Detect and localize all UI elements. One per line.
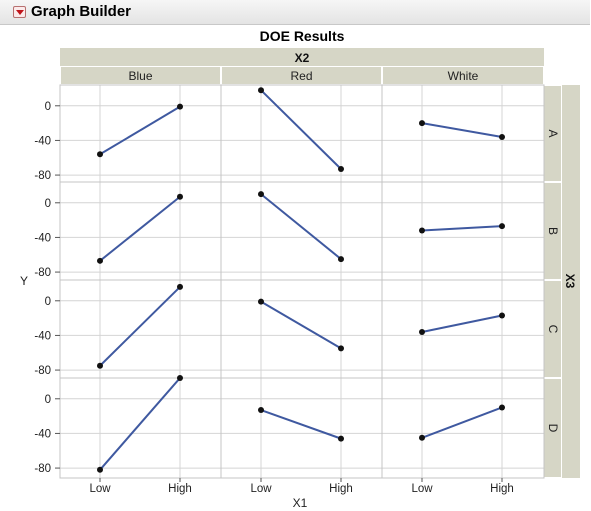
y-tick-label: -40 <box>34 330 51 342</box>
x-tick-label-low: Low <box>89 483 111 495</box>
row-header-b <box>544 183 561 279</box>
data-point-low <box>419 434 425 441</box>
data-point-high <box>499 133 505 140</box>
panel-frame <box>220 377 383 479</box>
data-point-low <box>419 120 425 127</box>
red-triangle-menu-icon[interactable] <box>13 6 26 18</box>
data-point-high <box>499 312 505 319</box>
data-point-high <box>338 435 344 442</box>
data-point-high <box>177 103 183 110</box>
column-header-red <box>222 67 381 84</box>
row-header-d <box>544 379 561 477</box>
column-variable-header <box>60 48 544 66</box>
column-label-white: White <box>448 69 479 83</box>
y-tick-label: 0 <box>45 198 51 210</box>
series-line-blue-b <box>99 195 181 262</box>
panel-frame <box>59 377 222 479</box>
data-point-high <box>338 166 344 173</box>
row-label-d: D <box>546 424 560 433</box>
series-line-white-a <box>421 122 503 138</box>
column-header-blue <box>61 67 220 84</box>
y-tick-label: -40 <box>34 428 51 440</box>
data-point-low <box>258 298 264 305</box>
panel-frame <box>220 181 383 281</box>
x-tick-label-high: High <box>329 483 353 495</box>
data-point-low <box>97 362 103 369</box>
x-axis-title: X1 <box>293 496 308 510</box>
column-label-red: Red <box>290 69 312 83</box>
x-tick-label-low: Low <box>411 483 433 495</box>
y-tick-label: -80 <box>34 267 51 279</box>
x-tick-label-low: Low <box>250 483 272 495</box>
panel-frame <box>381 377 545 479</box>
series-line-blue-a <box>99 105 181 156</box>
data-point-low <box>258 191 264 198</box>
series-line-red-d <box>260 409 342 440</box>
y-axis-title: Y <box>20 274 28 288</box>
data-point-high <box>499 404 505 411</box>
row-label-b: B <box>546 227 560 235</box>
data-point-low <box>97 257 103 264</box>
series-line-red-c <box>260 300 342 350</box>
chart-title: DOE Results <box>259 28 345 44</box>
data-point-high <box>499 223 505 230</box>
graph-builder-title: Graph Builder <box>31 3 132 20</box>
data-point-high <box>177 283 183 290</box>
row-variable-label: X3 <box>563 274 577 289</box>
panel-frame <box>381 279 545 379</box>
graph-builder-header: Graph Builder <box>0 0 590 25</box>
panel-frame <box>59 181 222 281</box>
x-tick-label-high: High <box>490 483 514 495</box>
panel-frame <box>220 84 383 183</box>
y-tick-label: -40 <box>34 135 51 147</box>
y-tick-label: 0 <box>45 101 51 113</box>
column-label-blue: Blue <box>128 69 152 83</box>
row-header-c <box>544 281 561 377</box>
column-variable-label: X2 <box>295 51 310 65</box>
data-point-low <box>258 87 264 94</box>
row-label-c: C <box>546 325 560 334</box>
data-point-low <box>97 151 103 158</box>
y-tick-label: 0 <box>45 296 51 308</box>
series-line-blue-c <box>99 286 181 367</box>
panel-frame <box>220 279 383 379</box>
data-point-high <box>177 193 183 200</box>
data-point-high <box>338 256 344 263</box>
panel-frame <box>59 84 222 183</box>
row-variable-header <box>562 85 580 478</box>
series-line-white-b <box>421 225 503 232</box>
y-tick-label: 0 <box>45 394 51 406</box>
data-point-high <box>177 375 183 381</box>
data-point-low <box>419 227 425 234</box>
y-tick-label: -80 <box>34 170 51 182</box>
series-line-red-a <box>260 89 342 170</box>
series-line-white-d <box>421 406 503 439</box>
data-point-low <box>97 466 103 473</box>
row-label-a: A <box>546 129 560 137</box>
series-line-red-b <box>260 193 342 260</box>
series-line-white-c <box>421 314 503 333</box>
panel-frame <box>381 84 545 183</box>
series-line-blue-d <box>99 377 181 471</box>
data-point-high <box>338 345 344 352</box>
y-tick-label: -80 <box>34 365 51 377</box>
column-header-white <box>383 67 543 84</box>
panel-frame <box>381 181 545 281</box>
y-tick-label: -40 <box>34 232 51 244</box>
panel-frame <box>59 279 222 379</box>
data-point-low <box>258 407 264 414</box>
data-point-low <box>419 328 425 335</box>
y-tick-label: -80 <box>34 463 51 475</box>
x-tick-label-high: High <box>168 483 192 495</box>
row-header-a <box>544 86 561 181</box>
